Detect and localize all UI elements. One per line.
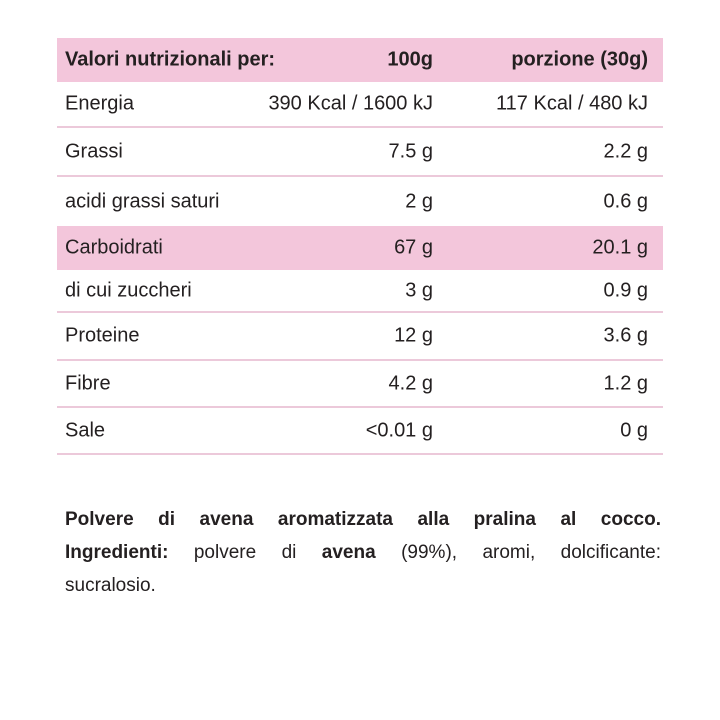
row-value-100g: 12 g <box>394 324 433 347</box>
row-value-portion: 3.6 g <box>603 324 648 347</box>
header-portion-label: porzione (30g) <box>511 48 648 71</box>
row-label: di cui zuccheri <box>65 279 192 301</box>
table-row-grassi-saturi: acidi grassi saturi 2 g 0.6 g <box>57 177 663 226</box>
table-header-row: Valori nutrizionali per: 100g porzione (… <box>57 38 663 82</box>
row-value-portion: 1.2 g <box>603 372 648 394</box>
ingredients-line-3: sucralosio. <box>65 569 661 602</box>
nutrition-table: Valori nutrizionali per: 100g porzione (… <box>57 38 663 455</box>
row-label: Energia <box>65 92 134 115</box>
table-row-fibre: Fibre 4.2 g 1.2 g <box>57 361 663 408</box>
row-label: Carboidrati <box>65 236 163 259</box>
table-row-proteine: Proteine 12 g 3.6 g <box>57 313 663 361</box>
row-value-portion: 20.1 g <box>592 236 648 259</box>
ingredients-paragraph: Polvere di avena aromatizzata alla prali… <box>65 503 661 602</box>
row-value-100g: 2 g <box>405 190 433 212</box>
row-value-portion: 117 Kcal / 480 kJ <box>496 92 648 115</box>
ingredients-heading: Ingredienti: <box>65 542 169 563</box>
ingredients-text: sucralosio. <box>65 575 156 596</box>
row-value-100g: 4.2 g <box>388 372 433 394</box>
table-row-sale: Sale <0.01 g 0 g <box>57 408 663 455</box>
row-value-portion: 0.9 g <box>603 279 648 301</box>
header-100g-label: 100g <box>387 48 433 71</box>
row-label: Proteine <box>65 324 140 347</box>
ingredient-avena-bold: avena <box>321 542 376 563</box>
table-row-grassi: Grassi 7.5 g 2.2 g <box>57 128 663 177</box>
row-value-100g: 7.5 g <box>388 140 433 162</box>
product-description-text: Polvere di avena aromatizzata alla prali… <box>65 509 661 530</box>
table-row-zuccheri: di cui zuccheri 3 g 0.9 g <box>57 270 663 313</box>
header-values-per-label: Valori nutrizionali per: <box>65 48 276 71</box>
ingredients-text: (99%), aromi, dolcificante: <box>375 542 661 563</box>
row-value-portion: 0 g <box>620 419 648 441</box>
row-label: acidi grassi saturi <box>65 190 220 212</box>
row-value-portion: 0.6 g <box>603 190 648 212</box>
ingredients-line-1: Polvere di avena aromatizzata alla prali… <box>65 503 661 536</box>
row-value-portion: 2.2 g <box>603 140 648 162</box>
table-row-energia: Energia 390 Kcal / 1600 kJ 117 Kcal / 48… <box>57 82 663 128</box>
row-label: Sale <box>65 419 106 441</box>
row-label: Grassi <box>65 140 123 162</box>
row-value-100g: 3 g <box>405 279 433 301</box>
ingredients-text: polvere di <box>168 542 322 563</box>
ingredients-line-2: Ingredienti: polvere di avena (99%), aro… <box>65 536 661 569</box>
row-label: Fibre <box>65 372 111 394</box>
row-value-100g: 67 g <box>394 236 433 259</box>
row-value-100g: <0.01 g <box>365 419 433 441</box>
table-row-carboidrati: Carboidrati 67 g 20.1 g <box>57 226 663 270</box>
row-value-100g: 390 Kcal / 1600 kJ <box>268 92 433 115</box>
